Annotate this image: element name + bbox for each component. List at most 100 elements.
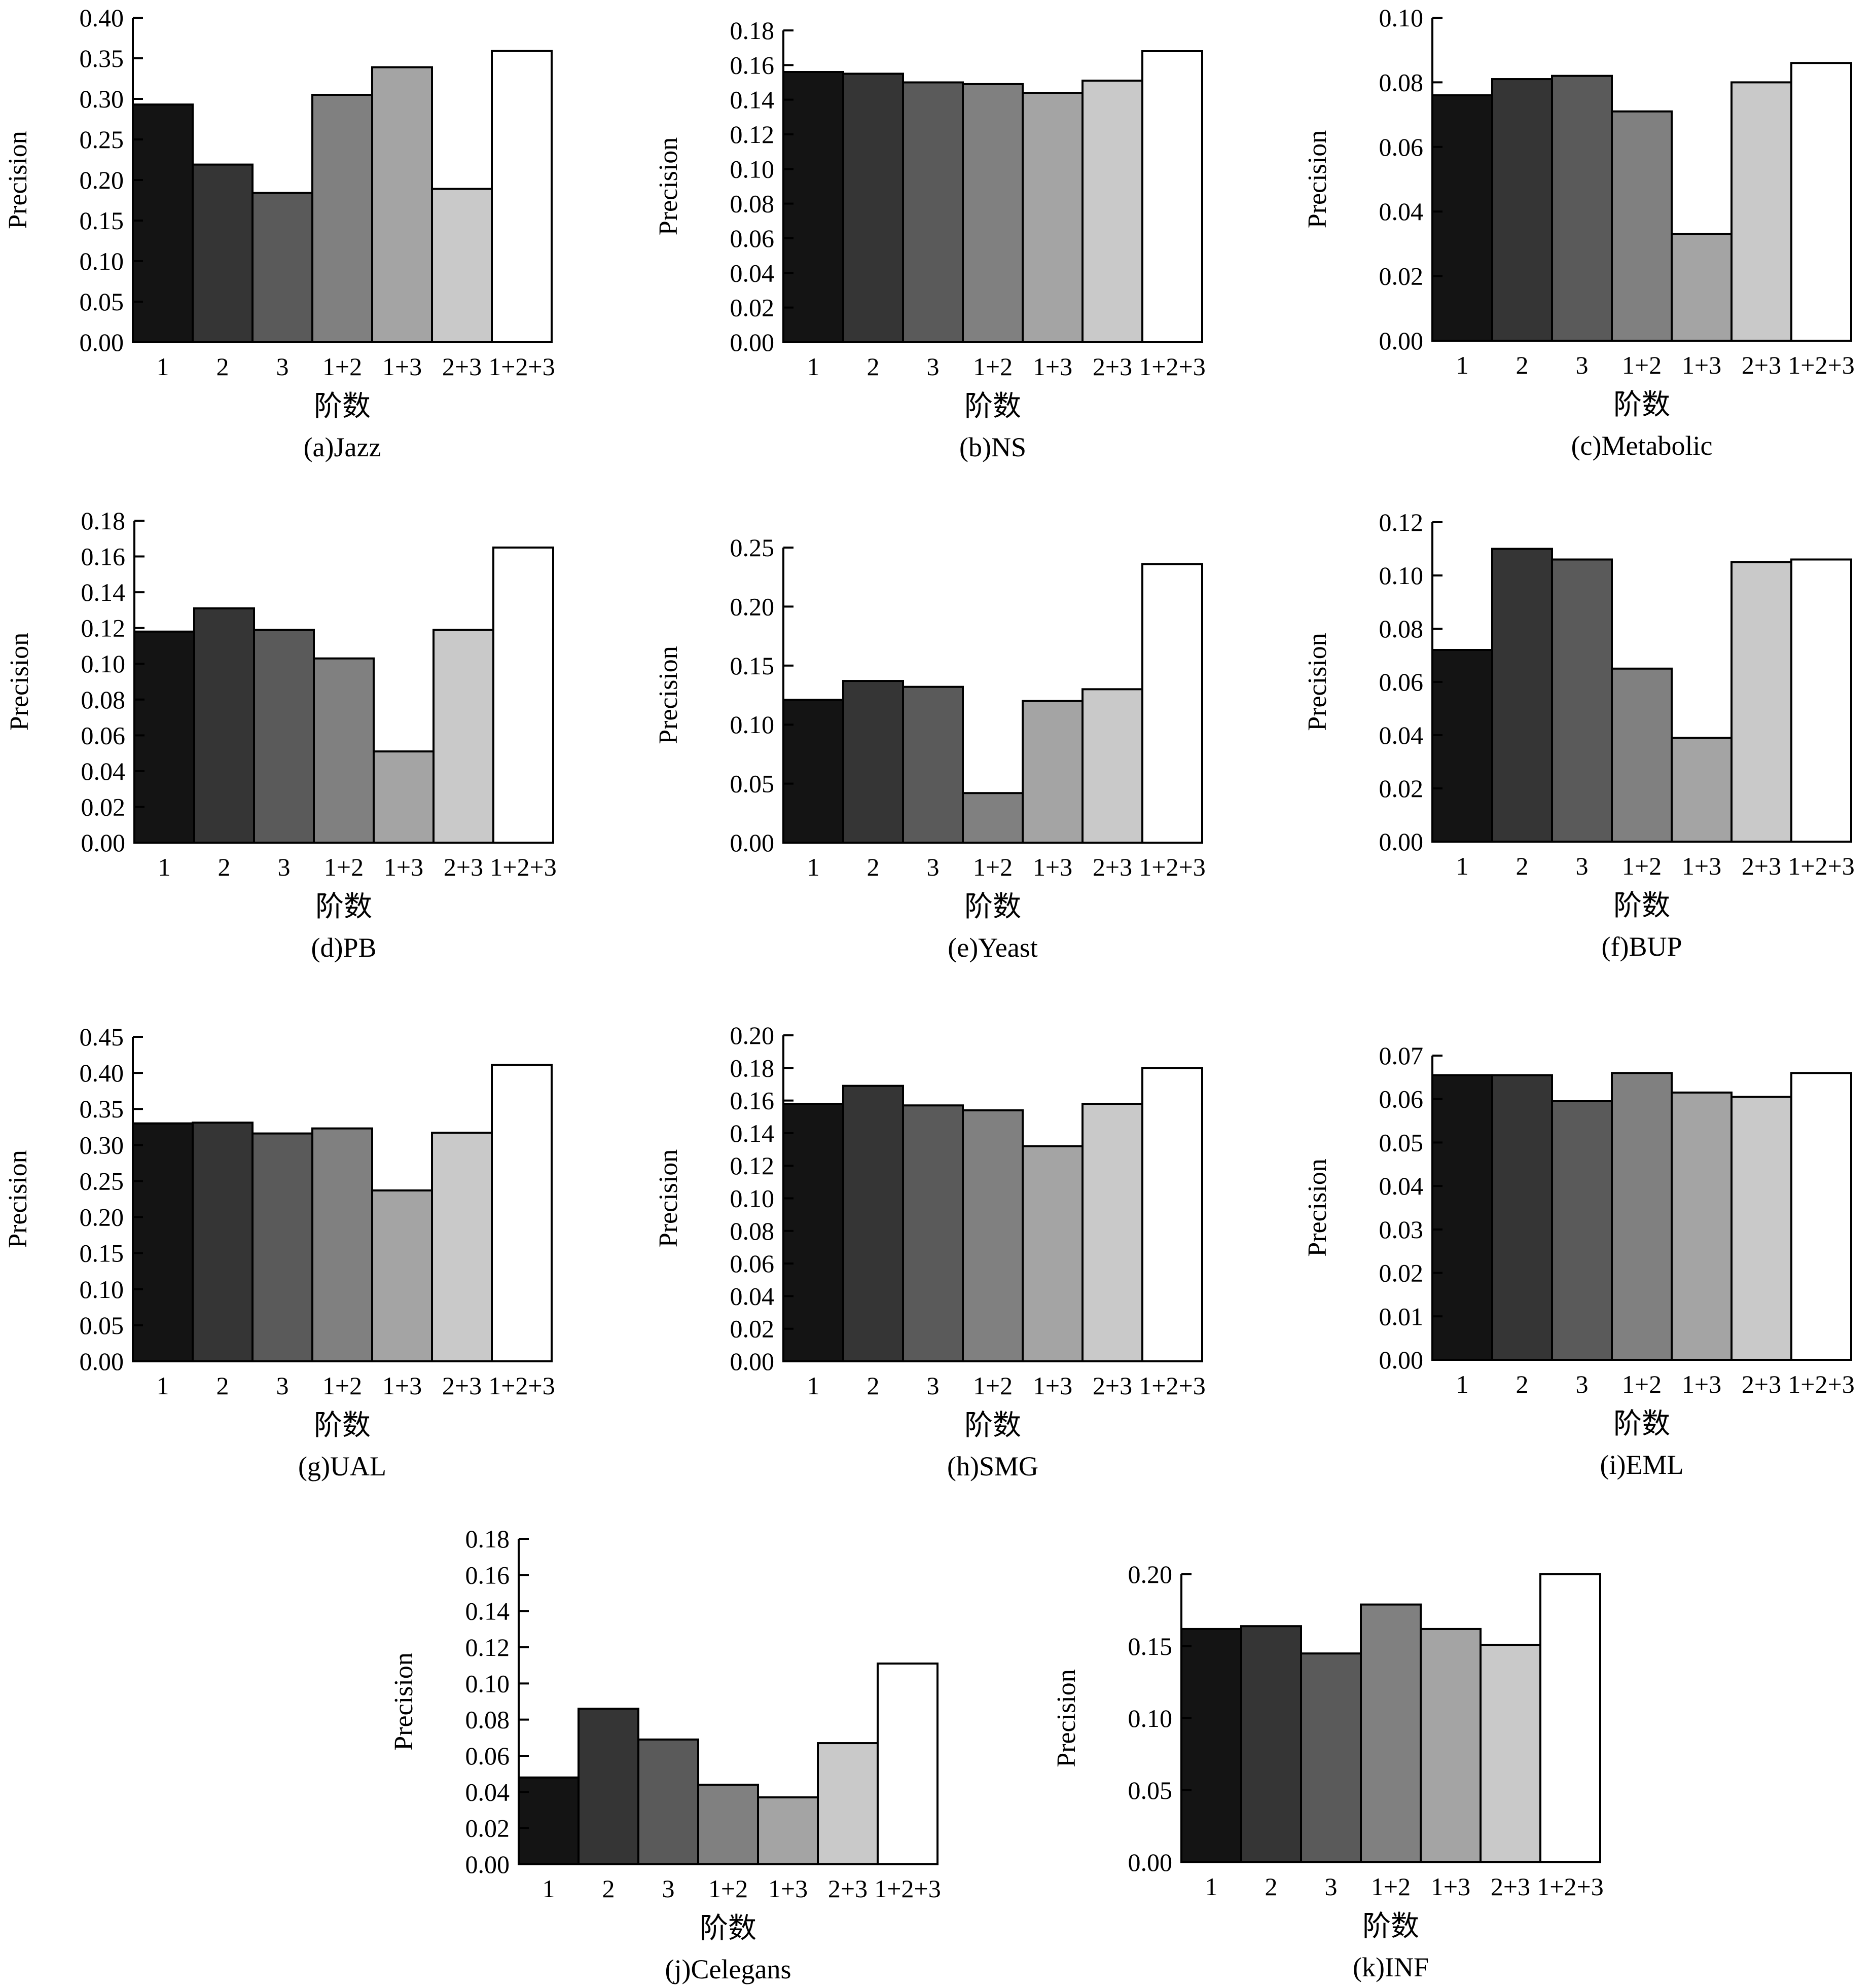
x-tick-label: 1+3 xyxy=(768,1874,808,1903)
y-tick-label: 0.12 xyxy=(730,1151,775,1180)
panel-caption: (e)Yeast xyxy=(948,932,1037,963)
panel-caption: (a)Jazz xyxy=(304,432,381,462)
x-axis-title: 阶数 xyxy=(700,1913,756,1944)
x-tick-label: 1+2 xyxy=(1622,351,1662,379)
panel-caption: (b)NS xyxy=(959,432,1026,462)
bar-1+3 xyxy=(1022,700,1084,844)
x-tick-label: 2 xyxy=(867,1371,880,1400)
y-tick-label: 0.10 xyxy=(1379,4,1424,32)
y-tick-label: 0.45 xyxy=(80,1023,124,1051)
x-axis-title: 阶数 xyxy=(964,391,1021,422)
bar-2+3 xyxy=(431,1132,493,1362)
x-tick-label: 1+2 xyxy=(708,1874,748,1903)
y-tick-label: 0.16 xyxy=(730,51,775,79)
y-tick-label: 0.14 xyxy=(465,1597,510,1625)
x-tick-label: 2 xyxy=(1516,1370,1529,1398)
y-tick-label: 0.14 xyxy=(730,86,775,114)
y-tick-label: 0.06 xyxy=(465,1742,510,1770)
bar-2+3 xyxy=(1730,1096,1792,1361)
bar-3 xyxy=(253,629,315,844)
y-tick-label: 0.10 xyxy=(465,1669,510,1697)
x-tick-label: 1+2 xyxy=(322,1371,362,1400)
y-axis-title: Precision xyxy=(1303,1159,1332,1257)
panel-caption: (i)EML xyxy=(1600,1450,1684,1480)
y-tick-label: 0.08 xyxy=(730,1217,775,1245)
bar-3 xyxy=(1551,75,1613,342)
bar-3 xyxy=(902,81,964,343)
y-tick-label: 0.10 xyxy=(730,155,775,183)
x-tick-label: 2+3 xyxy=(1093,853,1132,881)
x-tick-label: 1+2+3 xyxy=(488,1371,555,1400)
panel-caption: (f)BUP xyxy=(1602,931,1682,962)
x-axis-title: 阶数 xyxy=(1613,890,1670,922)
y-axis-title: Precision xyxy=(4,1150,32,1248)
bar-2 xyxy=(192,1122,254,1362)
y-tick-label: 0.04 xyxy=(1379,197,1424,226)
y-tick-label: 0.00 xyxy=(730,1347,775,1376)
y-tick-label: 0.05 xyxy=(80,287,124,316)
bar-1+2+3 xyxy=(491,50,553,344)
y-tick-label: 0.20 xyxy=(80,1203,124,1232)
x-tick-label: 3 xyxy=(1576,1370,1589,1398)
bar-1+2 xyxy=(962,1109,1024,1362)
y-axis-title: Precision xyxy=(654,646,683,744)
bar-1+2+3 xyxy=(492,546,554,844)
x-tick-label: 1+2 xyxy=(1622,852,1662,880)
x-tick-label: 3 xyxy=(1576,351,1589,379)
y-tick-label: 0.04 xyxy=(81,757,126,785)
x-tick-label: 1+3 xyxy=(382,352,422,381)
bar-1+2 xyxy=(1611,1072,1673,1361)
x-tick-label: 1+2 xyxy=(324,853,364,881)
bar-1+3 xyxy=(1022,1145,1084,1363)
x-tick-label: 2 xyxy=(867,853,880,881)
bar-1 xyxy=(782,1103,844,1363)
x-tick-label: 1 xyxy=(807,853,820,881)
x-tick-label: 1+2+3 xyxy=(488,352,555,381)
bar-1+3 xyxy=(1671,1091,1733,1361)
y-tick-label: 0.00 xyxy=(80,1347,124,1376)
y-tick-label: 0.04 xyxy=(1379,1172,1424,1200)
x-tick-label: 3 xyxy=(278,853,291,881)
bar-1 xyxy=(518,1776,580,1866)
x-tick-label: 3 xyxy=(927,853,940,881)
y-tick-label: 0.06 xyxy=(730,1249,775,1278)
x-tick-label: 3 xyxy=(276,1371,289,1400)
x-axis-title: 阶数 xyxy=(314,391,371,422)
y-tick-label: 0.40 xyxy=(80,1059,124,1087)
bar-1+2 xyxy=(697,1784,759,1865)
y-tick-label: 0.05 xyxy=(1379,1128,1424,1156)
y-axis-title: Precision xyxy=(654,1149,683,1248)
y-tick-label: 0.10 xyxy=(1379,561,1424,590)
bar-1+2+3 xyxy=(1790,558,1852,843)
y-tick-label: 0.00 xyxy=(1379,827,1424,856)
bar-1+3 xyxy=(371,66,433,344)
x-tick-label: 1+3 xyxy=(1682,1370,1721,1398)
y-tick-label: 0.03 xyxy=(1379,1215,1424,1244)
x-tick-label: 1+2 xyxy=(973,1371,1013,1400)
bar-2 xyxy=(842,1085,904,1363)
x-tick-label: 3 xyxy=(1325,1872,1338,1901)
y-tick-label: 0.12 xyxy=(1379,508,1424,536)
x-axis-title: 阶数 xyxy=(1613,1408,1670,1440)
x-tick-label: 1+3 xyxy=(1033,853,1072,881)
x-tick-label: 1 xyxy=(807,1371,820,1400)
bar-2+3 xyxy=(432,629,494,844)
bar-3 xyxy=(637,1738,699,1865)
y-tick-label: 0.00 xyxy=(1379,1346,1424,1374)
y-tick-label: 0.20 xyxy=(1128,1560,1173,1588)
y-tick-label: 0.00 xyxy=(81,828,126,857)
panel-caption: (g)UAL xyxy=(298,1451,386,1481)
panel-caption: (k)INF xyxy=(1353,1952,1429,1982)
panel-2: 0.00 0.02 0.04 0.06 0.08 0.10 0.12 0.14 0.16 0.18… xyxy=(654,16,1206,462)
y-tick-label: 0.04 xyxy=(1379,721,1424,749)
bar-1+3 xyxy=(1420,1628,1482,1863)
y-tick-label: 0.08 xyxy=(81,685,126,714)
bar-1+2+3 xyxy=(1141,1067,1203,1363)
y-axis-title: Precision xyxy=(1303,130,1332,229)
y-tick-label: 0.02 xyxy=(730,1315,775,1343)
panel-1: 0.00 0.05 0.10 0.15 0.20 0.25 0.30 0.35 0.40 1 2 3 1… xyxy=(4,4,555,462)
y-tick-label: 0.25 xyxy=(80,1167,124,1195)
y-tick-label: 0.06 xyxy=(81,721,126,749)
y-axis-title: Precision xyxy=(4,131,32,229)
